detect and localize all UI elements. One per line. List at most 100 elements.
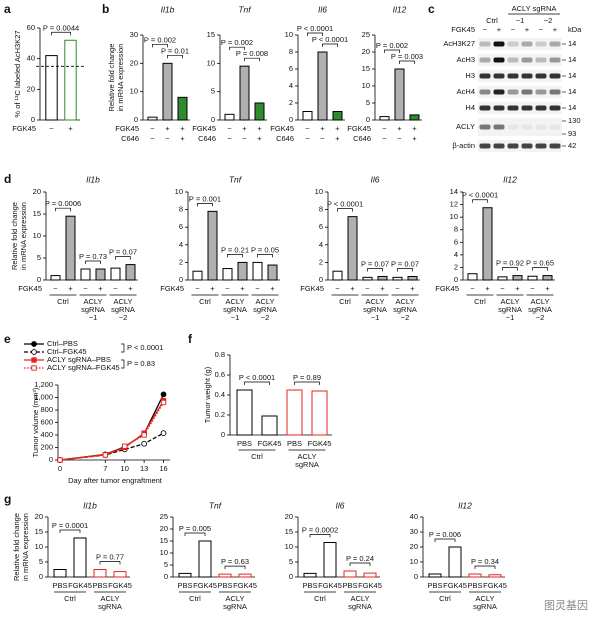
x-tick-label: +	[380, 284, 385, 293]
p-value: P = 0.63	[221, 557, 249, 566]
x-tick-label: PBS	[342, 581, 357, 590]
blot-band	[521, 124, 533, 130]
y-tick-label: 10	[362, 81, 370, 90]
x-tick-label: −	[113, 284, 118, 293]
bar	[237, 261, 248, 281]
group-label: Ctrl	[339, 297, 351, 306]
p-value: P = 0.07	[109, 248, 137, 257]
p-bracket	[85, 260, 101, 264]
group-label: ACLY	[350, 594, 369, 603]
group-label: ACLY	[475, 594, 494, 603]
y-tick-label: 8	[319, 205, 323, 214]
blot-strip	[478, 70, 562, 82]
y-tick-label: 6	[289, 64, 293, 73]
data-point	[160, 391, 167, 398]
y-tick-label: 0	[319, 275, 323, 284]
p-bracket	[227, 254, 243, 258]
x-tick-label: FGK45	[68, 581, 92, 590]
p-bracket	[307, 32, 323, 36]
group-label: ACLY	[255, 297, 274, 306]
bar	[239, 65, 250, 121]
bar	[409, 114, 420, 121]
group-label: ACLY	[500, 297, 519, 306]
x-row-label: FGK45	[192, 124, 216, 133]
chart-title: Il1b	[83, 500, 97, 510]
y-tick-label: 20	[410, 542, 418, 551]
y-tick-label: 2	[179, 257, 183, 266]
group-label: −1	[506, 313, 515, 322]
group-label: −1	[231, 313, 240, 322]
group-label: −2	[119, 313, 128, 322]
blot-band	[549, 73, 561, 79]
group-label: ACLY	[83, 297, 102, 306]
chart-title: Tnf	[229, 174, 243, 184]
x-tick-label: −	[382, 124, 387, 133]
p-bracket	[349, 562, 371, 566]
x-row-label: FGK45	[160, 284, 184, 293]
p-value: P = 0.003	[391, 52, 423, 61]
group-label: −1	[371, 313, 380, 322]
y-tick-label: 8	[289, 47, 293, 56]
bar	[95, 268, 106, 281]
blot-band	[479, 57, 491, 63]
bar	[377, 275, 388, 281]
x-tick-label: +	[545, 284, 550, 293]
bar	[527, 275, 538, 281]
x-row-mark: −	[227, 134, 232, 143]
p-value: P = 0.65	[526, 259, 554, 268]
blot-band	[535, 73, 547, 79]
blot-band	[493, 57, 505, 63]
blot-marker-label: 130	[568, 116, 581, 125]
y-axis-label: Relative fold change	[12, 513, 21, 581]
y-tick-label: 14	[450, 187, 458, 196]
p-value: P = 0.0044	[43, 23, 79, 32]
chart-title: Il6	[371, 174, 380, 184]
blot-band	[493, 89, 505, 95]
blot-band	[521, 57, 533, 63]
blot-band	[479, 41, 491, 47]
group-label: sgRNA	[81, 305, 105, 314]
p-bracket	[121, 343, 125, 353]
p-value: P < 0.0001	[327, 200, 363, 209]
p-value: P < 0.0001	[297, 24, 333, 33]
bar	[347, 216, 358, 281]
blot-band	[549, 124, 561, 130]
blot-group-label: ACLY sgRNA	[512, 4, 557, 13]
blot-band	[479, 143, 491, 149]
bar	[379, 116, 390, 121]
p-bracket	[229, 46, 245, 51]
panel-letter: a	[4, 2, 11, 16]
p-value: P = 0.002	[376, 41, 408, 50]
y-tick-label: 4	[454, 250, 458, 259]
y-tick-label: 15	[33, 209, 41, 218]
bar	[303, 572, 317, 578]
bar	[394, 68, 405, 121]
y-tick-label: 10	[35, 542, 43, 551]
blot-band	[507, 143, 519, 149]
bar	[147, 116, 158, 121]
p-bracket	[532, 267, 548, 271]
bar	[468, 573, 482, 578]
x-tick-label: FGK45	[483, 581, 507, 590]
group-label: Ctrl	[64, 594, 76, 603]
y-tick-label: 15	[160, 536, 168, 545]
blot-strip	[478, 118, 562, 136]
p-bracket	[257, 254, 273, 258]
x-tick-label: +	[242, 124, 247, 133]
bar	[252, 261, 263, 281]
group-label: ACLY	[530, 297, 549, 306]
group-label: ACLY	[225, 594, 244, 603]
blot-mark: −	[483, 25, 488, 34]
chart-title: Il1b	[161, 4, 175, 14]
y-tick-label: 400	[40, 430, 53, 439]
bar	[53, 569, 67, 578]
bar	[125, 264, 136, 281]
x-row-mark: +	[180, 134, 185, 143]
x-tick-label: 7	[103, 464, 107, 473]
y-tick-label: 5	[289, 557, 293, 566]
x-row-mark: +	[257, 134, 262, 143]
blot-row-label: AcH4	[457, 87, 475, 96]
y-tick-label: 40	[410, 512, 418, 521]
bar	[224, 113, 235, 121]
